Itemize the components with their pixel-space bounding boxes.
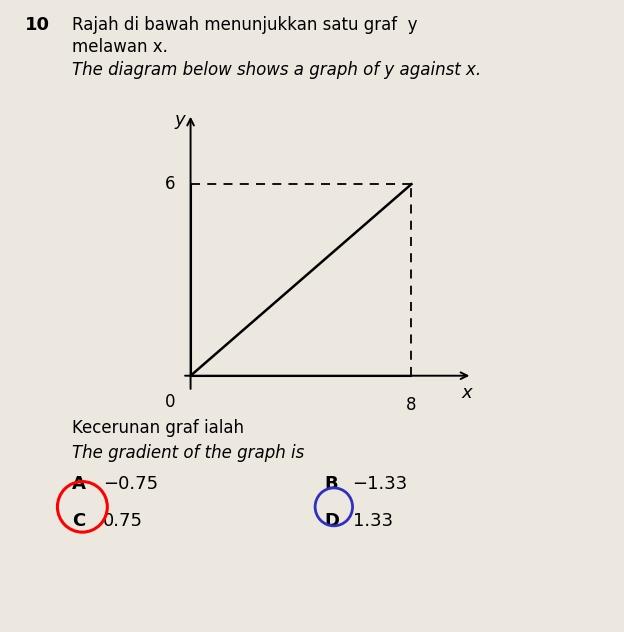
Text: 8: 8	[406, 396, 417, 415]
Text: A: A	[72, 475, 85, 493]
Text: Kecerunan graf ialah: Kecerunan graf ialah	[72, 419, 244, 437]
Text: B: B	[324, 475, 338, 493]
Text: D: D	[324, 512, 339, 530]
Text: 6: 6	[165, 175, 175, 193]
Text: 0.75: 0.75	[103, 512, 143, 530]
Text: −1.33: −1.33	[353, 475, 408, 493]
Text: The diagram below shows a graph of y against x.: The diagram below shows a graph of y aga…	[72, 61, 481, 78]
Text: melawan x.: melawan x.	[72, 38, 168, 56]
Text: 0: 0	[165, 393, 175, 411]
Text: C: C	[72, 512, 85, 530]
Text: −0.75: −0.75	[103, 475, 158, 493]
Text: 10: 10	[25, 16, 50, 33]
Text: y: y	[174, 111, 185, 130]
Text: Rajah di bawah menunjukkan satu graf  y: Rajah di bawah menunjukkan satu graf y	[72, 16, 417, 33]
Text: x: x	[461, 384, 472, 403]
Text: 1.33: 1.33	[353, 512, 392, 530]
Text: The gradient of the graph is: The gradient of the graph is	[72, 444, 304, 462]
